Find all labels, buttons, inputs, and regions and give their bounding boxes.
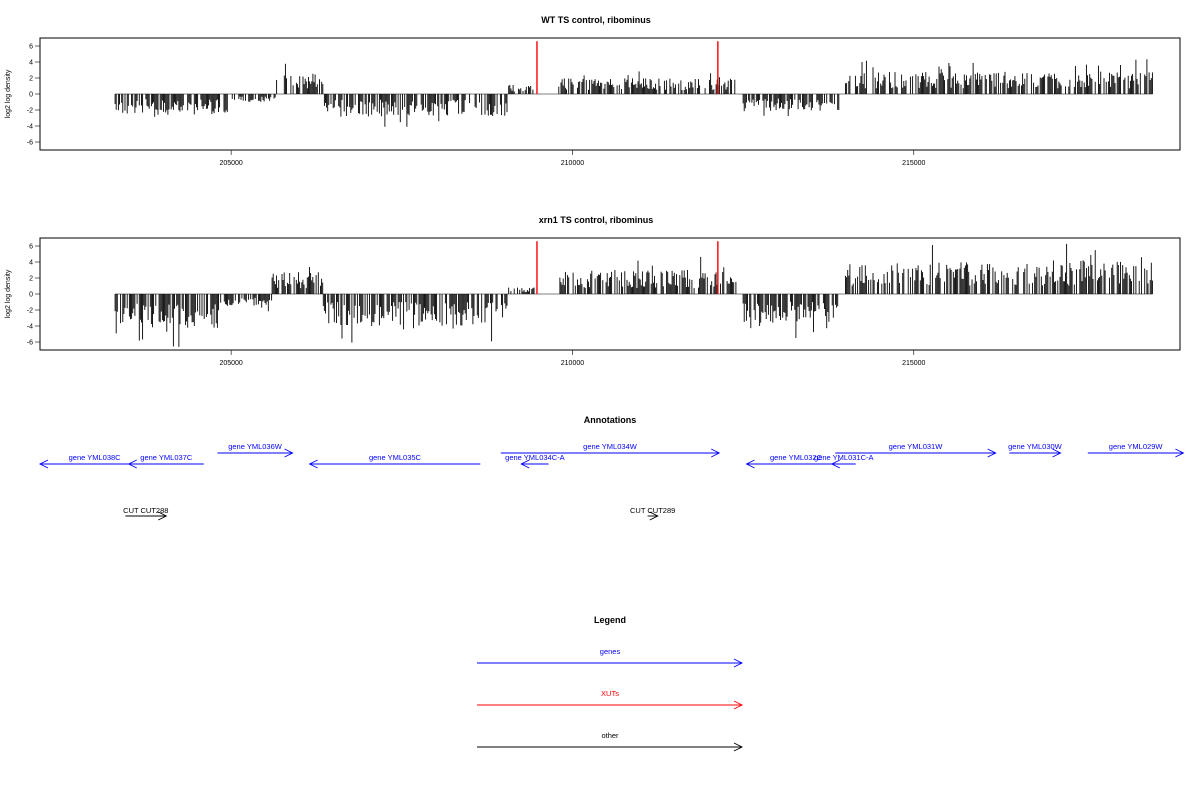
- gene-label: gene YML034C-A: [505, 453, 564, 462]
- legend: Legend genes XUTs other: [477, 615, 744, 752]
- arrow-head-icon: [711, 448, 721, 458]
- xrn1-y-axis-label: log2 log density: [5, 269, 12, 318]
- gene-label: gene YML038C: [69, 453, 122, 462]
- x-tick-label: 215000: [902, 160, 925, 167]
- gene-label: gene YML031W: [889, 442, 944, 451]
- legend-label: XUTs: [601, 689, 619, 698]
- x-tick-label: 215000: [902, 360, 925, 367]
- x-tick-label: 210000: [561, 160, 584, 167]
- y-tick-label: 2: [29, 276, 33, 283]
- arrow-head-icon: [830, 459, 841, 469]
- y-tick-label: -2: [27, 308, 33, 315]
- arrow-head-icon: [520, 459, 530, 469]
- gene-label: gene YML029W: [1109, 442, 1164, 451]
- wt-panel: WT TS control, ribominus -6 -4 -2 0 2 4 6 20500…: [5, 15, 1181, 168]
- arrow-head-icon: [745, 459, 755, 469]
- gene-label: gene YML030W: [1008, 442, 1063, 451]
- x-tick-label: 210000: [561, 360, 584, 367]
- x-tick-label: 205000: [219, 160, 242, 167]
- arrow-head-icon: [308, 459, 318, 469]
- xrn1-axes: -6 -4 -2 0 2 4 6 205000 210000 215000: [27, 244, 926, 368]
- y-tick-label: -6: [27, 140, 33, 147]
- wt-axes: -6 -4 -2 0 2 4 6 205000 210000 215000: [27, 44, 926, 168]
- other-label: CUT CUT288: [123, 506, 168, 515]
- arrow-head-icon: [1175, 448, 1185, 458]
- arrow-head-icon: [733, 700, 744, 710]
- legend-title: Legend: [594, 615, 626, 625]
- legend-label: other: [601, 731, 619, 740]
- annotations-title: Annotations: [584, 415, 637, 425]
- y-tick-label: -4: [27, 324, 33, 331]
- y-tick-label: 6: [29, 244, 33, 251]
- arrow-head-icon: [127, 459, 137, 469]
- other-label: CUT CUT289: [630, 506, 675, 515]
- wt-y-axis-label: log2 log density: [5, 69, 12, 118]
- xrn1-bars: [114, 241, 1153, 347]
- legend-label: genes: [600, 647, 621, 656]
- y-tick-label: 2: [29, 76, 33, 83]
- arrow-head-icon: [38, 459, 49, 469]
- arrow-head-icon: [284, 448, 294, 458]
- gene-annotations: gene YML038C gene YML037C gene YML036W gene…: [38, 442, 1185, 469]
- y-tick-label: 4: [29, 60, 33, 67]
- wt-bars: [114, 41, 1153, 127]
- legend-items: genes XUTs other: [477, 647, 744, 752]
- y-tick-label: -2: [27, 108, 33, 115]
- gene-label: gene YML034W: [583, 442, 638, 451]
- annotations-panel: Annotations gene YML038C gene YML037Cgene…: [38, 415, 1185, 521]
- wt-panel-title: WT TS control, ribominus: [541, 15, 651, 25]
- gene-label: gene YML037C: [140, 453, 193, 462]
- y-tick-label: 0: [29, 292, 33, 299]
- arrow-head-icon: [987, 448, 997, 458]
- y-tick-label: 6: [29, 44, 33, 51]
- xrn1-panel-title: xrn1 TS control, ribominus: [539, 215, 654, 225]
- arrow-head-icon: [733, 658, 744, 668]
- y-tick-label: 0: [29, 92, 33, 99]
- x-tick-label: 205000: [219, 360, 242, 367]
- arrow-head-icon: [1052, 448, 1062, 458]
- y-tick-label: -6: [27, 340, 33, 347]
- y-tick-label: 4: [29, 260, 33, 267]
- xrn1-panel: xrn1 TS control, ribominus -6 -4 -2 0 2 4 6 205…: [5, 215, 1181, 368]
- gene-label: gene YML035C: [369, 453, 422, 462]
- arrow-head-icon: [733, 742, 744, 752]
- other-annotations: CUT CUT288 CUT CUT289: [123, 506, 675, 521]
- arrow-head-icon: [649, 511, 659, 521]
- gene-label: gene YML032C: [770, 453, 823, 462]
- arrow-head-icon: [158, 511, 168, 521]
- y-tick-label: -4: [27, 124, 33, 131]
- gene-label: gene YML036W: [228, 442, 283, 451]
- gene-label: gene YML031C-A: [814, 453, 873, 462]
